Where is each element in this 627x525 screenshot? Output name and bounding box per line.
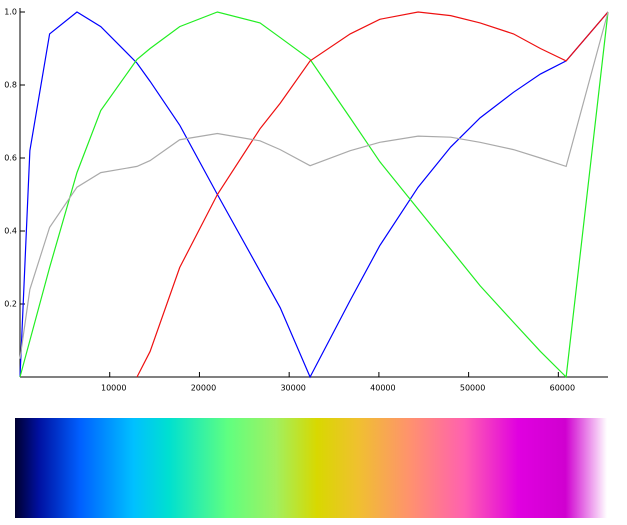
- line-red: [136, 11, 609, 378]
- line-green: [19, 11, 609, 379]
- x-tick-label: 60000: [550, 384, 575, 393]
- x-tick-label: 40000: [370, 384, 395, 393]
- line-blue: [19, 11, 609, 379]
- y-tick-label: 1.0: [4, 8, 17, 17]
- y-tick-label: 0.2: [4, 300, 17, 309]
- x-tick-label: 30000: [280, 384, 305, 393]
- y-tick-label: 0.6: [4, 154, 17, 163]
- color-bar: [15, 418, 607, 518]
- y-tick-label: 0.4: [4, 227, 17, 236]
- y-tick-label: 0.8: [4, 81, 17, 90]
- x-tick-label: 20000: [191, 384, 216, 393]
- chart: 10000 20000 30000 40000 50000 60000 0.2 0.4 0.6 0…: [4, 8, 609, 393]
- x-tick-label: 10000: [101, 384, 126, 393]
- x-tick-label: 50000: [460, 384, 485, 393]
- line-gray: [19, 11, 609, 359]
